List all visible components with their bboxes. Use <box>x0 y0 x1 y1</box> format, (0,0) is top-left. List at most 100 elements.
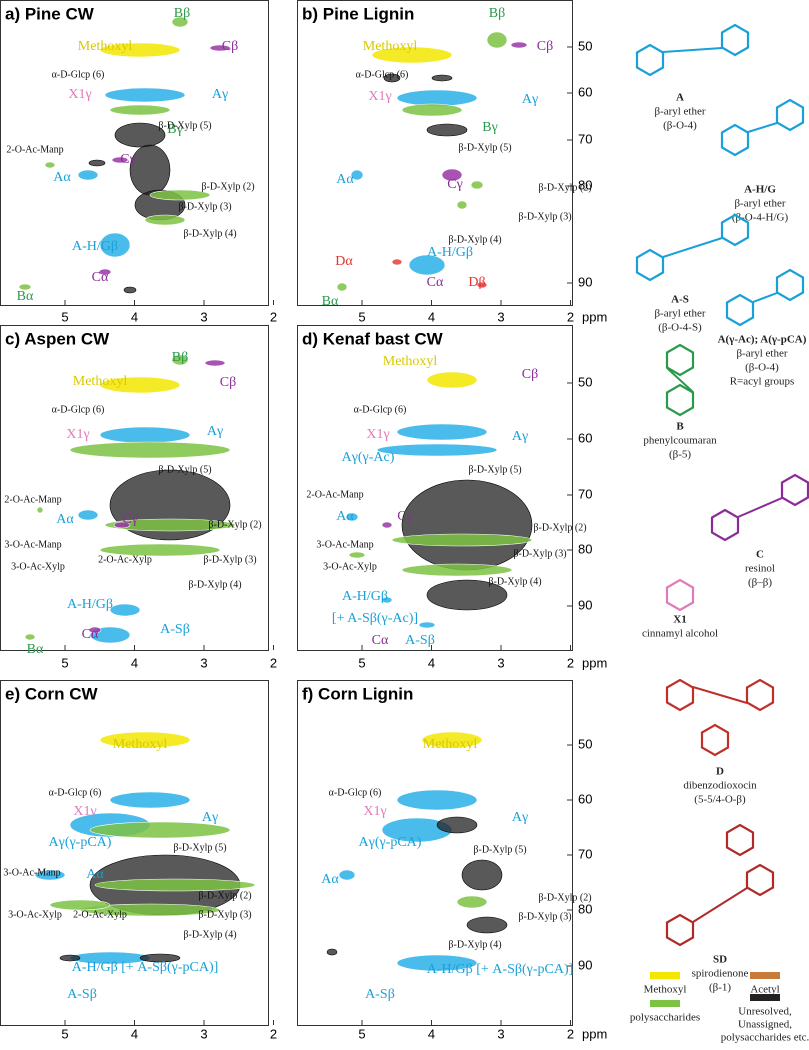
panel-title: a) Pine CW <box>5 4 95 23</box>
structure-ring <box>745 863 775 897</box>
peak-label: β-D-Xylp (2) <box>538 182 591 193</box>
key-label: polysaccharides <box>630 1012 700 1024</box>
contour <box>441 168 463 182</box>
peak-label: Aα <box>53 170 71 185</box>
structure-desc: (5-5/4-O-β) <box>694 794 746 806</box>
contour <box>59 954 81 962</box>
peak-label: A-H/Gβ <box>342 589 388 604</box>
contour <box>381 521 393 529</box>
x-tick-label: 2 <box>270 309 277 324</box>
peak-label: A-Sβ <box>405 633 435 648</box>
peak-label: Aγ <box>207 424 223 439</box>
x-tick-label: 2 <box>567 655 574 670</box>
peak-label: β-D-Xylp (4) <box>448 234 501 245</box>
key-item: Methoxyl <box>644 972 686 996</box>
contour <box>336 282 348 292</box>
structure-ring <box>665 343 695 377</box>
peak-label: Aγ <box>512 810 528 825</box>
peak-label: β-D-Xylp (2) <box>208 519 261 530</box>
x-tick-label: 3 <box>200 1026 207 1041</box>
nmr-panel: f) Corn Lignin 5 4 3 2 ppm 50 60 70 80 90 Methoxyl α… <box>297 680 607 1041</box>
contour <box>99 543 221 557</box>
peak-label: β-D-Xylp (2) <box>201 181 254 192</box>
peak-label: Bβ <box>172 350 188 365</box>
peak-label: β-D-Xylp (5) <box>173 842 226 853</box>
contour <box>139 953 181 963</box>
y-tick-label: 80 <box>578 177 592 192</box>
contour <box>456 895 488 909</box>
peak-label: Bα <box>17 289 34 304</box>
structure: A-S β-aryl ether (β-O-4-S) <box>635 213 750 334</box>
y-tick-label: 60 <box>578 430 592 445</box>
panel-title: b) Pine Lignin <box>302 4 414 23</box>
contour <box>421 731 483 749</box>
peak-label: Cβ <box>522 367 538 382</box>
structure: X1 cinnamyl alcohol <box>642 578 718 640</box>
peak-label: β-D-Xylp (5) <box>158 464 211 475</box>
x-tick-label: 3 <box>200 309 207 324</box>
structure-ring <box>745 678 775 712</box>
peak-label: Bγ <box>167 122 183 137</box>
peak-label: α-D-Glcp (6) <box>52 404 105 415</box>
contour <box>89 821 231 839</box>
peak-label: A-H/Gβ <box>72 239 118 254</box>
contour <box>94 878 256 892</box>
structure-name: B <box>676 421 684 433</box>
nmr-panel: e) Corn CW 5 4 3 2 Methoxyl α-D-Glcp (6) X1γ Aγ A… <box>0 680 277 1041</box>
peak-label: X1γ <box>368 89 391 104</box>
key-label: Unresolved, <box>738 1006 792 1018</box>
peak-label: Aγ(γ-pCA) <box>49 835 112 850</box>
y-tick-label: 80 <box>578 541 592 556</box>
structure-ring <box>725 823 755 857</box>
contour <box>99 42 181 58</box>
contour <box>338 869 356 881</box>
contour <box>149 189 211 201</box>
panel-frame <box>0 0 269 306</box>
x-tick-label: 5 <box>358 1026 365 1041</box>
key-swatch <box>650 972 680 979</box>
peak-label: Cβ <box>220 375 236 390</box>
structure-bond <box>692 887 748 923</box>
structure-desc: R=acyl groups <box>730 376 795 388</box>
peak-label: Cα <box>82 627 99 642</box>
peak-label: X1γ <box>68 87 91 102</box>
panel-frame <box>297 0 573 306</box>
structure-ring <box>665 913 695 947</box>
peak-label: X1γ <box>73 804 96 819</box>
contour <box>401 103 463 117</box>
x-tick-label: 2 <box>270 655 277 670</box>
contour <box>36 506 44 514</box>
peak-label: 3-O-Ac-Xylp <box>11 561 65 572</box>
key-swatch <box>750 972 780 979</box>
peak-label: 3-O-Ac-Manp <box>4 539 61 550</box>
structure: Aβ-aryl ether (β-O-4) <box>635 23 750 132</box>
key-item: Unresolved,Unassigned,polysaccharides et… <box>721 994 809 1044</box>
peak-label: X1γ <box>66 427 89 442</box>
structure-desc: phenylcoumaran <box>643 435 717 447</box>
structure-ring <box>720 213 750 247</box>
structure-ring <box>700 723 730 757</box>
y-tick-label: 70 <box>578 486 592 501</box>
peak-label: A-H/Gβ [+ A-Sβ(γ-pCA)] <box>72 960 219 975</box>
peak-label: Cα <box>92 270 109 285</box>
peak-label: β-D-Xylp (4) <box>183 228 236 239</box>
peak-label: Cα <box>427 275 444 290</box>
peak-label: 3-O-Ac-Xylp <box>8 909 62 920</box>
contour <box>204 359 226 367</box>
contour <box>391 533 533 547</box>
y-tick-label: 80 <box>578 901 592 916</box>
x-unit: ppm <box>582 1026 607 1041</box>
peak-label: 3-O-Ac-Xylp <box>323 561 377 572</box>
structure-desc: (β–β) <box>748 577 772 589</box>
contour <box>426 123 468 137</box>
structure-name: X1 <box>673 614 686 626</box>
structure-name: A-H/G <box>744 184 776 196</box>
x-tick-label: 5 <box>61 655 68 670</box>
x-tick-label: 5 <box>358 655 365 670</box>
key-item: Acetyl <box>750 972 780 996</box>
structure-desc: β-aryl ether <box>654 106 705 118</box>
structure-desc: (β-O-4) <box>663 120 697 132</box>
contour <box>77 169 99 181</box>
peak-label: Cγ <box>122 512 138 527</box>
